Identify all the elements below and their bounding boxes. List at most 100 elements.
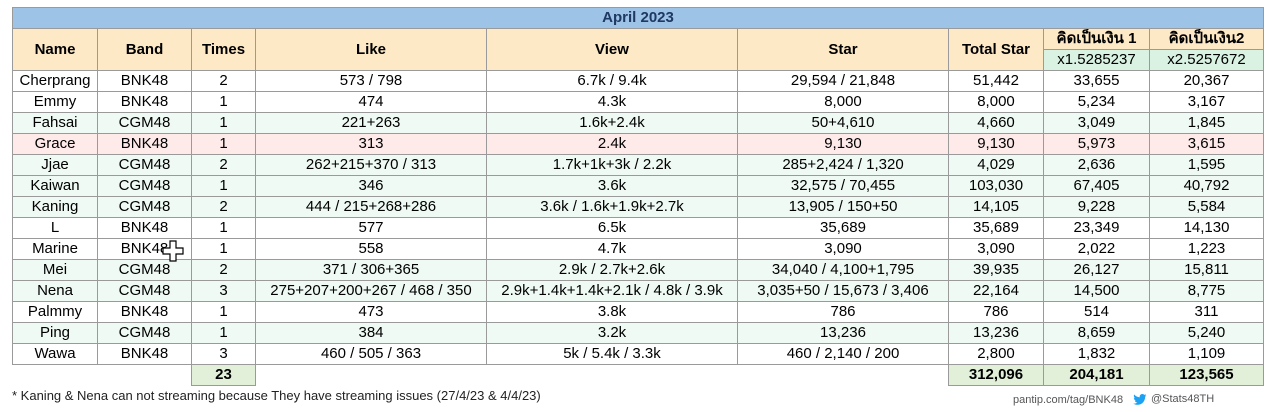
cell-star[interactable]: 13,905 / 150+50 bbox=[737, 196, 949, 218]
header-like[interactable]: Like bbox=[255, 28, 487, 71]
cell-like[interactable]: 313 bbox=[255, 133, 487, 155]
cell-star[interactable]: 35,689 bbox=[737, 217, 949, 239]
cell-name[interactable]: Mei bbox=[12, 259, 98, 281]
cell-name[interactable]: Nena bbox=[12, 280, 98, 302]
cell-star[interactable]: 285+2,424 / 1,320 bbox=[737, 154, 949, 176]
cell-star[interactable]: 13,236 bbox=[737, 322, 949, 344]
cell-m1[interactable]: 5,973 bbox=[1043, 133, 1150, 155]
header-view[interactable]: View bbox=[486, 28, 738, 71]
cell-total[interactable]: 39,935 bbox=[948, 259, 1044, 281]
cell-times[interactable]: 2 bbox=[191, 196, 256, 218]
header-total-star[interactable]: Total Star bbox=[948, 28, 1044, 71]
cell-total[interactable]: 4,660 bbox=[948, 112, 1044, 134]
cell-star[interactable]: 9,130 bbox=[737, 133, 949, 155]
cell-times[interactable]: 1 bbox=[191, 175, 256, 197]
cell-name[interactable]: Grace bbox=[12, 133, 98, 155]
cell-times[interactable]: 1 bbox=[191, 112, 256, 134]
cell-band[interactable]: BNK48 bbox=[97, 343, 192, 365]
cell-m1[interactable]: 2,636 bbox=[1043, 154, 1150, 176]
cell-like[interactable]: 262+215+370 / 313 bbox=[255, 154, 487, 176]
cell-like[interactable]: 558 bbox=[255, 238, 487, 260]
cell-m1[interactable]: 2,022 bbox=[1043, 238, 1150, 260]
cell-m2[interactable]: 15,811 bbox=[1148, 259, 1265, 281]
multiplier-1[interactable]: x1.5285237 bbox=[1043, 49, 1150, 71]
cell-name[interactable]: Ping bbox=[12, 322, 98, 344]
cell-name[interactable]: Marine bbox=[12, 238, 98, 260]
cell-like[interactable]: 444 / 215+268+286 bbox=[255, 196, 487, 218]
header-name[interactable]: Name bbox=[12, 28, 98, 71]
cell-m2[interactable]: 8,775 bbox=[1148, 280, 1265, 302]
cell-m1[interactable]: 9,228 bbox=[1043, 196, 1150, 218]
total-times[interactable]: 23 bbox=[191, 364, 256, 386]
cell-times[interactable]: 2 bbox=[191, 259, 256, 281]
cell-band[interactable]: BNK48 bbox=[97, 91, 192, 113]
cell-m1[interactable]: 3,049 bbox=[1043, 112, 1150, 134]
cell-band[interactable]: BNK48 bbox=[97, 301, 192, 323]
cell-band[interactable]: BNK48 bbox=[97, 217, 192, 239]
cell-star[interactable]: 29,594 / 21,848 bbox=[737, 70, 949, 92]
cell-m2[interactable]: 1,223 bbox=[1148, 238, 1265, 260]
cell-star[interactable]: 50+4,610 bbox=[737, 112, 949, 134]
cell-like[interactable]: 384 bbox=[255, 322, 487, 344]
cell-m2[interactable]: 3,615 bbox=[1148, 133, 1265, 155]
cell-like[interactable]: 577 bbox=[255, 217, 487, 239]
total-calc-2[interactable]: 123,565 bbox=[1148, 364, 1265, 386]
cell-view[interactable]: 6.5k bbox=[486, 217, 738, 239]
cell-name[interactable]: Kaning bbox=[12, 196, 98, 218]
cell-star[interactable]: 460 / 2,140 / 200 bbox=[737, 343, 949, 365]
cell-band[interactable]: CGM48 bbox=[97, 280, 192, 302]
cell-band[interactable]: CGM48 bbox=[97, 322, 192, 344]
cell-times[interactable]: 3 bbox=[191, 343, 256, 365]
total-calc-1[interactable]: 204,181 bbox=[1043, 364, 1150, 386]
cell-m2[interactable]: 1,845 bbox=[1148, 112, 1265, 134]
header-times[interactable]: Times bbox=[191, 28, 256, 71]
cell-like[interactable]: 474 bbox=[255, 91, 487, 113]
cell-view[interactable]: 3.8k bbox=[486, 301, 738, 323]
cell-star[interactable]: 786 bbox=[737, 301, 949, 323]
cell-m2[interactable]: 14,130 bbox=[1148, 217, 1265, 239]
cell-view[interactable]: 6.7k / 9.4k bbox=[486, 70, 738, 92]
cell-name[interactable]: Emmy bbox=[12, 91, 98, 113]
cell-m2[interactable]: 1,109 bbox=[1148, 343, 1265, 365]
cell-star[interactable]: 3,090 bbox=[737, 238, 949, 260]
cell-view[interactable]: 1.6k+2.4k bbox=[486, 112, 738, 134]
cell-total[interactable]: 103,030 bbox=[948, 175, 1044, 197]
cell-m1[interactable]: 514 bbox=[1043, 301, 1150, 323]
cell-view[interactable]: 3.6k / 1.6k+1.9k+2.7k bbox=[486, 196, 738, 218]
cell-star[interactable]: 32,575 / 70,455 bbox=[737, 175, 949, 197]
cell-star[interactable]: 34,040 / 4,100+1,795 bbox=[737, 259, 949, 281]
cell-name[interactable]: Cherprang bbox=[12, 70, 98, 92]
cell-total[interactable]: 8,000 bbox=[948, 91, 1044, 113]
cell-view[interactable]: 4.3k bbox=[486, 91, 738, 113]
cell-total[interactable]: 786 bbox=[948, 301, 1044, 323]
cell-view[interactable]: 3.6k bbox=[486, 175, 738, 197]
cell-name[interactable]: Fahsai bbox=[12, 112, 98, 134]
cell-view[interactable]: 1.7k+1k+3k / 2.2k bbox=[486, 154, 738, 176]
cell-star[interactable]: 3,035+50 / 15,673 / 3,406 bbox=[737, 280, 949, 302]
cell-name[interactable]: Kaiwan bbox=[12, 175, 98, 197]
cell-view[interactable]: 2.9k+1.4k+1.4k+2.1k / 4.8k / 3.9k bbox=[486, 280, 738, 302]
cell-times[interactable]: 1 bbox=[191, 238, 256, 260]
total-star-sum[interactable]: 312,096 bbox=[948, 364, 1044, 386]
cell-like[interactable]: 346 bbox=[255, 175, 487, 197]
cell-m1[interactable]: 33,655 bbox=[1043, 70, 1150, 92]
cell-view[interactable]: 2.4k bbox=[486, 133, 738, 155]
cell-name[interactable]: Jjae bbox=[12, 154, 98, 176]
cell-name[interactable]: Palmmy bbox=[12, 301, 98, 323]
cell-m2[interactable]: 5,584 bbox=[1148, 196, 1265, 218]
cell-m1[interactable]: 8,659 bbox=[1043, 322, 1150, 344]
cell-total[interactable]: 14,105 bbox=[948, 196, 1044, 218]
table-title[interactable]: April 2023 bbox=[11, 7, 1265, 29]
source-link[interactable]: pantip.com/tag/BNK48 bbox=[1013, 394, 1124, 406]
cell-band[interactable]: CGM48 bbox=[97, 259, 192, 281]
cell-m1[interactable]: 5,234 bbox=[1043, 91, 1150, 113]
cell-total[interactable]: 51,442 bbox=[948, 70, 1044, 92]
header-band[interactable]: Band bbox=[97, 28, 192, 71]
cell-band[interactable]: CGM48 bbox=[97, 196, 192, 218]
cell-m1[interactable]: 67,405 bbox=[1043, 175, 1150, 197]
cell-times[interactable]: 1 bbox=[191, 322, 256, 344]
cell-m2[interactable]: 20,367 bbox=[1148, 70, 1265, 92]
cell-total[interactable]: 3,090 bbox=[948, 238, 1044, 260]
cell-m1[interactable]: 26,127 bbox=[1043, 259, 1150, 281]
cell-view[interactable]: 5k / 5.4k / 3.3k bbox=[486, 343, 738, 365]
